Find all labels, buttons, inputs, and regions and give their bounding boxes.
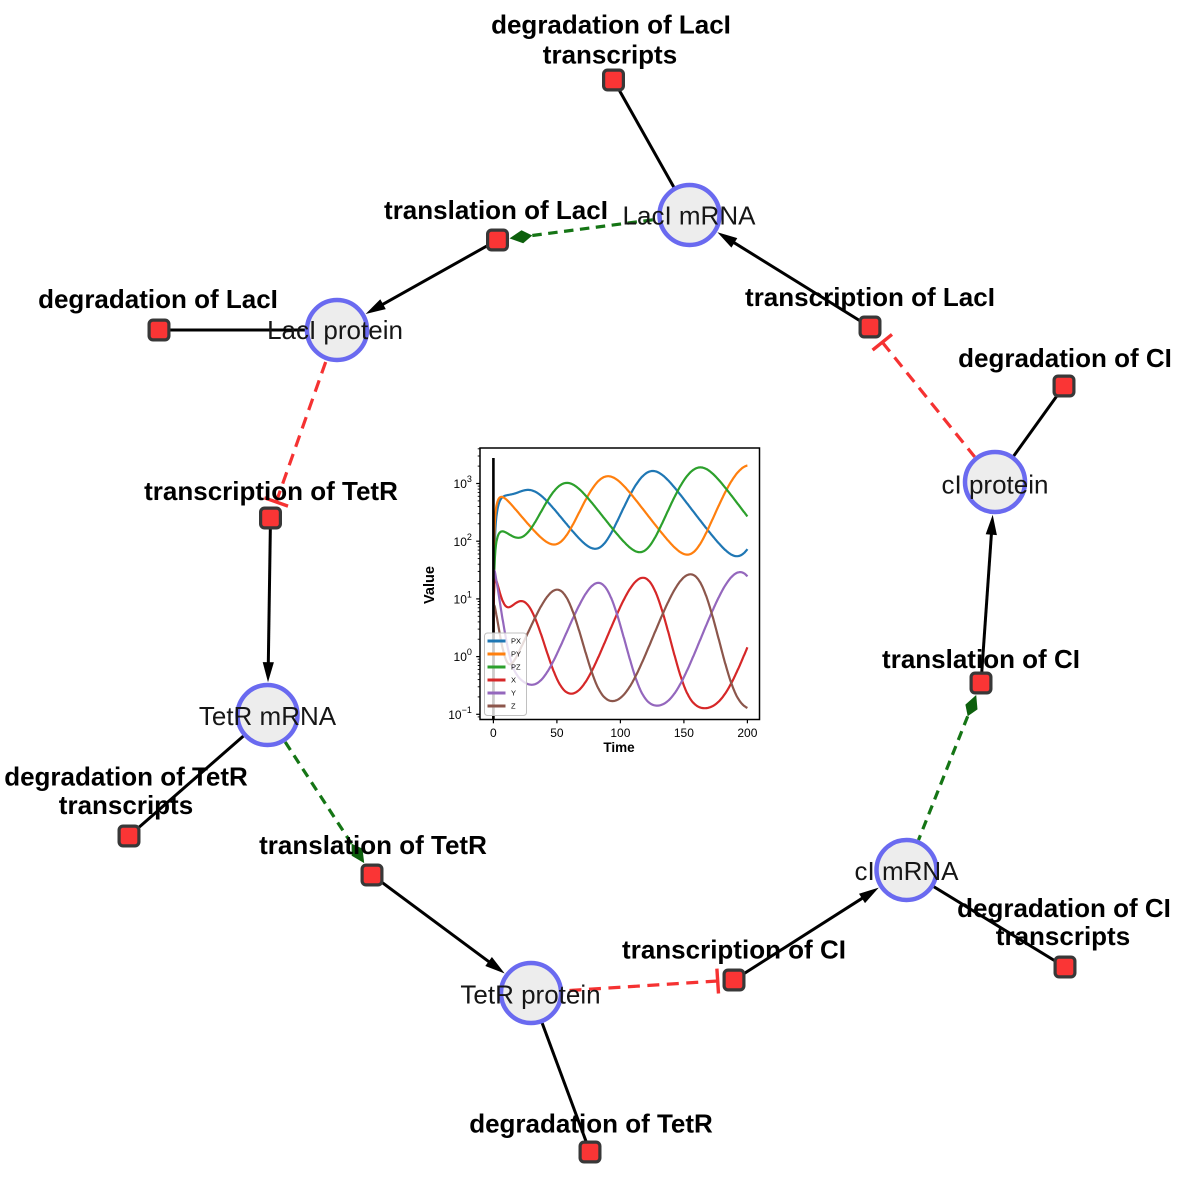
svg-text:transcription of CI: transcription of CI	[622, 935, 846, 965]
svg-text:10: 10	[454, 650, 468, 664]
svg-text:transcripts: transcripts	[59, 790, 193, 820]
svg-text:translation of CI: translation of CI	[882, 644, 1080, 674]
svg-text:transcripts: transcripts	[996, 921, 1130, 951]
svg-text:degradation of CI: degradation of CI	[958, 343, 1172, 373]
svg-text:translation of TetR: translation of TetR	[259, 830, 487, 860]
svg-text:X: X	[511, 676, 516, 685]
svg-text:TetR mRNA: TetR mRNA	[199, 701, 337, 731]
svg-text:Y: Y	[511, 689, 516, 698]
svg-text:degradation of CI: degradation of CI	[957, 893, 1171, 923]
svg-text:transcripts: transcripts	[543, 40, 677, 70]
svg-text:PZ: PZ	[511, 663, 521, 672]
svg-text:Time: Time	[603, 740, 635, 755]
svg-text:degradation of TetR: degradation of TetR	[469, 1109, 713, 1139]
svg-text:degradation of LacI: degradation of LacI	[38, 284, 278, 314]
svg-text:LacI mRNA: LacI mRNA	[623, 201, 757, 231]
svg-text:degradation of LacI: degradation of LacI	[491, 10, 731, 40]
svg-text:Value: Value	[422, 566, 438, 604]
svg-text:LacI protein: LacI protein	[267, 315, 403, 345]
svg-text:2: 2	[467, 532, 472, 542]
svg-text:cI mRNA: cI mRNA	[855, 856, 960, 886]
svg-text:translation of LacI: translation of LacI	[384, 195, 608, 225]
svg-text:Z: Z	[511, 702, 516, 711]
svg-text:10: 10	[454, 477, 468, 491]
svg-text:10: 10	[454, 535, 468, 549]
svg-text:PY: PY	[511, 650, 521, 659]
svg-text:0: 0	[467, 647, 472, 657]
svg-text:cI protein: cI protein	[942, 470, 1049, 500]
svg-text:transcription of TetR: transcription of TetR	[144, 476, 398, 506]
svg-text:10: 10	[448, 708, 462, 722]
svg-text:10: 10	[454, 593, 468, 607]
svg-text:1: 1	[467, 590, 472, 600]
svg-text:−1: −1	[462, 705, 472, 715]
svg-text:200: 200	[737, 726, 757, 740]
svg-text:3: 3	[467, 474, 472, 484]
svg-text:transcription of LacI: transcription of LacI	[745, 282, 995, 312]
svg-text:TetR protein: TetR protein	[460, 980, 600, 1010]
svg-text:100: 100	[610, 726, 630, 740]
svg-text:150: 150	[674, 726, 694, 740]
svg-text:PX: PX	[511, 637, 521, 646]
svg-text:degradation of TetR: degradation of TetR	[4, 762, 248, 792]
svg-text:0: 0	[490, 726, 497, 740]
svg-text:50: 50	[550, 726, 564, 740]
